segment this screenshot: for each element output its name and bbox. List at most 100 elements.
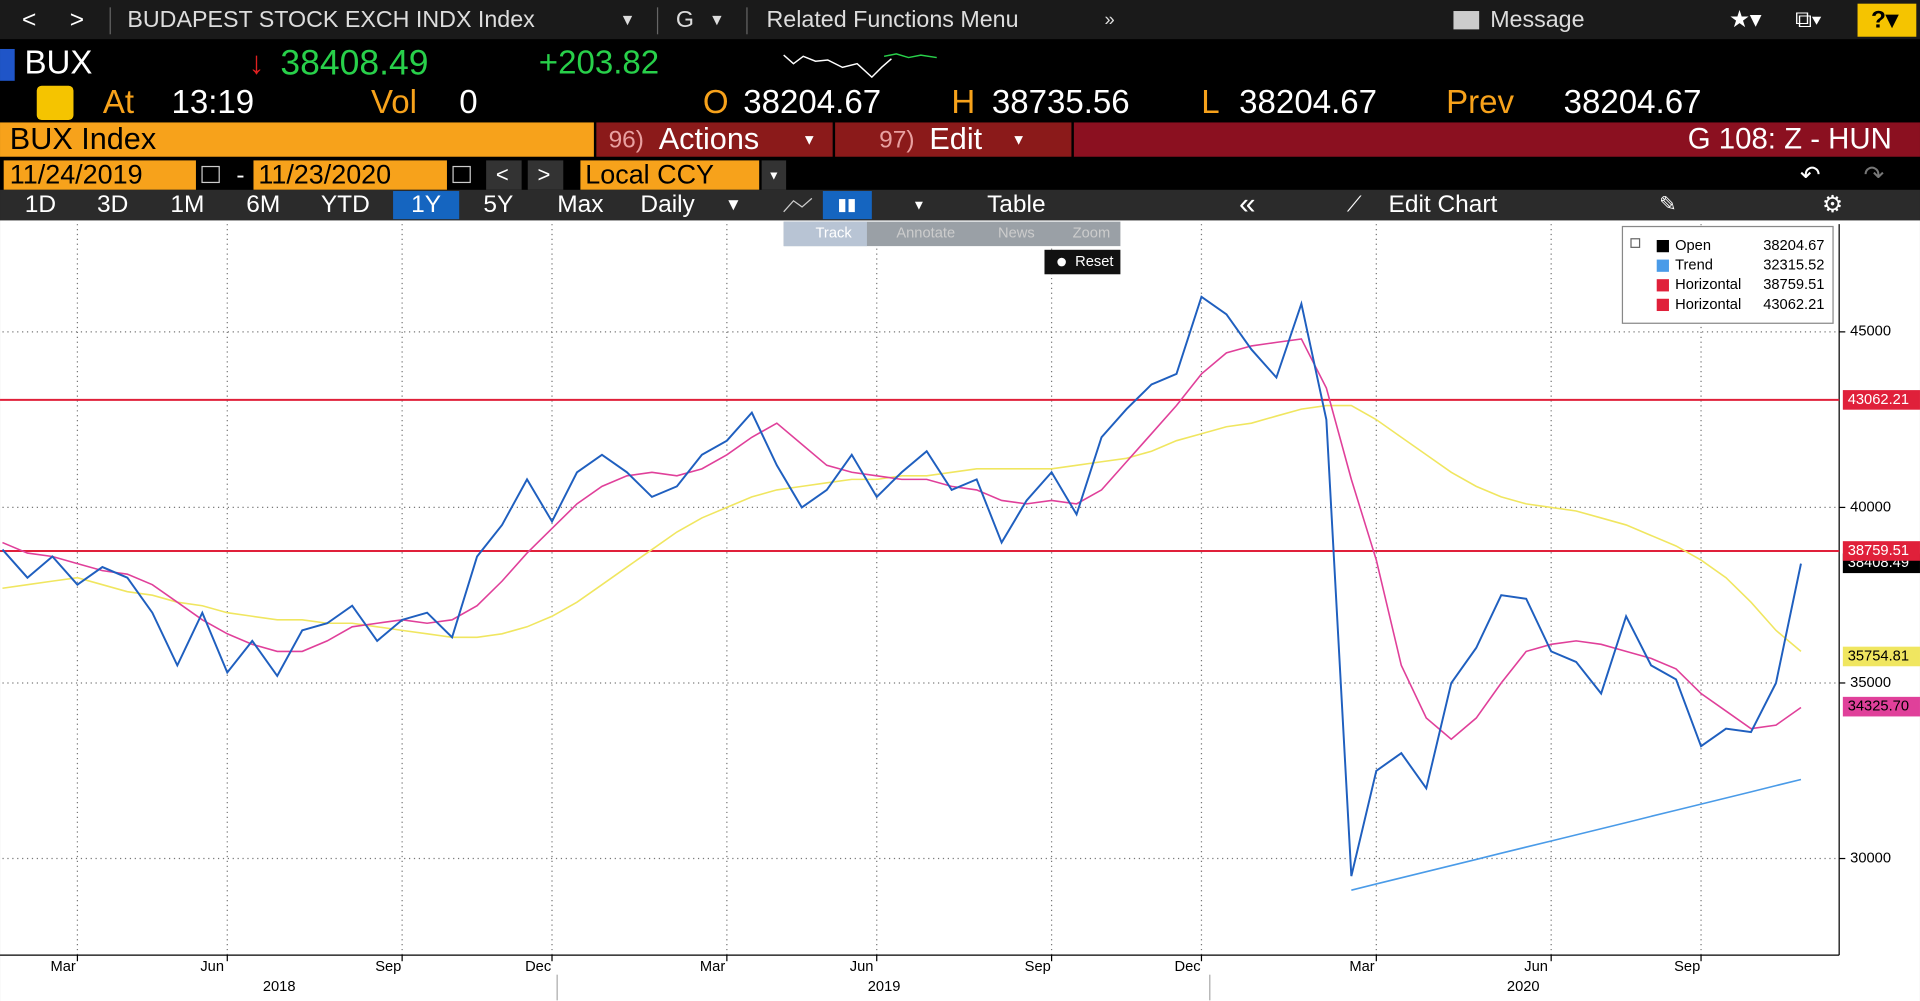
dropdown-arrow[interactable]: ▼ bbox=[725, 194, 742, 214]
table-button[interactable]: Table bbox=[987, 191, 1046, 218]
function-bar bbox=[1073, 122, 1920, 157]
related-menu[interactable]: Related Functions Menu bbox=[767, 6, 1019, 32]
plot: 30000 35000 40000 45000 Mar Jun Sep Dec Mar Jun Se… bbox=[0, 224, 1920, 1001]
period-button[interactable]: 5Y bbox=[483, 191, 513, 218]
undo-icon[interactable]: ↶ bbox=[1800, 162, 1821, 189]
x-tick-label: Dec bbox=[525, 959, 551, 975]
collapse-icon[interactable]: « bbox=[1239, 187, 1255, 220]
tool-button[interactable]: Annotate bbox=[896, 226, 955, 242]
price-tag bbox=[1842, 541, 1920, 561]
series-line bbox=[2, 338, 1802, 741]
period-button[interactable]: 1M bbox=[170, 191, 204, 218]
envelope-icon[interactable] bbox=[1453, 11, 1480, 30]
candle-chart-icon[interactable]: ▮▮ bbox=[838, 194, 857, 214]
currency[interactable]: Local CCY bbox=[585, 159, 714, 189]
prev-range-icon[interactable]: < bbox=[496, 162, 509, 187]
sparkline-today bbox=[883, 53, 937, 59]
ticker: BUX bbox=[25, 45, 93, 82]
star-icon[interactable]: ★▾ bbox=[1729, 6, 1762, 32]
period-button[interactable]: YTD bbox=[321, 191, 370, 218]
legend-label: Open bbox=[1675, 238, 1711, 254]
security-box[interactable] bbox=[0, 122, 594, 157]
x-tick-label: Mar bbox=[50, 959, 75, 975]
end-date[interactable]: 11/23/2020 bbox=[258, 159, 391, 189]
x-tick-label: Jun bbox=[200, 959, 224, 975]
line-chart-icon[interactable] bbox=[783, 197, 813, 213]
year-label: 2020 bbox=[1507, 979, 1540, 995]
currency-field[interactable] bbox=[580, 160, 760, 190]
function-code: G 108: Z - HUN bbox=[1688, 123, 1892, 156]
price-tag-label: 34325.70 bbox=[1848, 699, 1909, 715]
time: 13:19 bbox=[171, 84, 254, 121]
start-date[interactable]: 11/24/2019 bbox=[10, 159, 143, 189]
calendar-icon[interactable] bbox=[452, 165, 471, 184]
y-tick-label: 30000 bbox=[1850, 850, 1891, 866]
end-date-field[interactable] bbox=[253, 160, 447, 190]
edit-button[interactable] bbox=[835, 122, 1072, 157]
dropdown-arrow[interactable]: ▼ bbox=[1011, 133, 1026, 149]
period-button[interactable]: 6M bbox=[246, 191, 280, 218]
calendar-icon[interactable] bbox=[201, 165, 220, 184]
edit-chart-icon[interactable]: ⟋ bbox=[1347, 193, 1362, 216]
security-name[interactable]: BUX Index bbox=[10, 122, 156, 156]
dropdown-arrow[interactable]: ▼ bbox=[709, 12, 725, 29]
period-button[interactable]: 1D bbox=[25, 191, 56, 218]
clock-icon[interactable] bbox=[36, 85, 74, 120]
back-button[interactable]: < bbox=[22, 6, 36, 33]
period-button[interactable]: 3D bbox=[97, 191, 128, 218]
message-button[interactable]: Message bbox=[1490, 6, 1584, 32]
at-label: At bbox=[103, 84, 134, 121]
help-button[interactable] bbox=[1857, 3, 1917, 37]
x-tick-label: Sep bbox=[1674, 959, 1700, 975]
help-icon[interactable]: ?▾ bbox=[1871, 6, 1899, 33]
price-line bbox=[1, 295, 1802, 877]
edit-chart-button[interactable]: Edit Chart bbox=[1389, 191, 1498, 218]
currency-dropdown[interactable] bbox=[761, 160, 787, 190]
menu-chevron[interactable]: » bbox=[1104, 9, 1114, 30]
ticker-marker bbox=[0, 48, 15, 81]
reset-label[interactable]: Reset bbox=[1075, 254, 1113, 270]
g-menu[interactable]: G bbox=[676, 6, 694, 32]
high-label: H bbox=[951, 84, 975, 121]
window-icon[interactable]: ⧉▾ bbox=[1795, 6, 1822, 32]
volume: 0 bbox=[459, 84, 477, 121]
start-date-field[interactable] bbox=[3, 160, 196, 190]
period-button[interactable]: 1Y bbox=[411, 191, 441, 218]
dropdown-arrow[interactable]: ▼ bbox=[768, 169, 780, 183]
date-dash: - bbox=[236, 162, 244, 189]
prev-value: 38204.67 bbox=[1564, 84, 1702, 121]
tool-button[interactable]: News bbox=[998, 226, 1035, 242]
x-tick-label: Jun bbox=[1524, 959, 1548, 975]
x-tick-label: Sep bbox=[375, 959, 401, 975]
chart-background bbox=[0, 220, 1920, 1001]
edit-number[interactable]: 97) bbox=[879, 126, 914, 153]
reset-button[interactable] bbox=[1044, 249, 1121, 275]
dropdown-arrow[interactable]: ▼ bbox=[620, 12, 636, 29]
next-range-icon[interactable]: > bbox=[538, 162, 551, 187]
forward-button[interactable]: > bbox=[70, 6, 84, 33]
frequency[interactable]: Daily bbox=[640, 191, 695, 218]
tool-button[interactable]: Track bbox=[816, 226, 853, 242]
legend-collapse[interactable] bbox=[1630, 238, 1641, 248]
legend-label: Trend bbox=[1675, 258, 1713, 274]
actions-label[interactable]: Actions bbox=[659, 122, 759, 156]
x-tick-label: Sep bbox=[1025, 959, 1051, 975]
edit-label[interactable]: Edit bbox=[929, 122, 982, 156]
actions-button[interactable] bbox=[596, 122, 833, 157]
reset-icon[interactable] bbox=[1057, 257, 1066, 267]
dropdown-arrow[interactable]: ▼ bbox=[802, 133, 817, 149]
prev-range-button[interactable] bbox=[486, 160, 522, 190]
dropdown-arrow[interactable]: ▼ bbox=[912, 197, 925, 212]
price-tag-label: 35754.81 bbox=[1848, 648, 1909, 664]
period-button[interactable]: Max bbox=[557, 191, 603, 218]
settings-icon[interactable]: ⚙ bbox=[1822, 191, 1843, 217]
next-range-button[interactable] bbox=[527, 160, 564, 190]
security-title[interactable]: BUDAPEST STOCK EXCH INDX Index bbox=[127, 6, 535, 32]
legend-value: 38759.51 bbox=[1763, 277, 1824, 293]
actions-number[interactable]: 96) bbox=[609, 126, 644, 153]
candle-chart-button[interactable] bbox=[822, 191, 872, 220]
period-active[interactable] bbox=[393, 191, 460, 220]
redo-icon[interactable]: ↷ bbox=[1864, 162, 1885, 189]
tool-button[interactable]: Zoom bbox=[1073, 226, 1111, 242]
draw-icon[interactable]: ✎ bbox=[1659, 193, 1676, 216]
